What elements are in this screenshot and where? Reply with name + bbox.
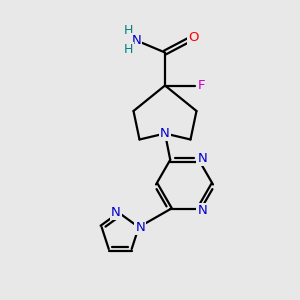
Text: N: N — [135, 221, 145, 234]
Text: F: F — [198, 79, 205, 92]
Text: N: N — [197, 152, 207, 165]
Text: N: N — [132, 34, 141, 47]
Text: N: N — [197, 204, 207, 217]
Text: N: N — [160, 127, 170, 140]
Text: H: H — [123, 43, 133, 56]
Text: N: N — [111, 206, 121, 219]
Text: O: O — [188, 31, 199, 44]
Text: H: H — [123, 23, 133, 37]
